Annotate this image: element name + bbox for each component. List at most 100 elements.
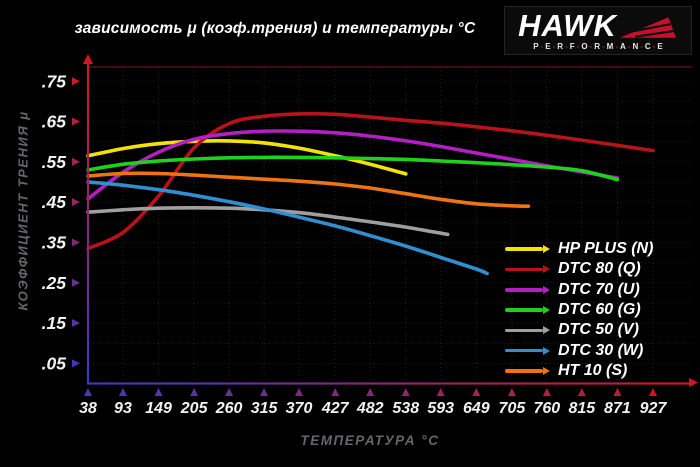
logo-letter: R <box>594 41 600 51</box>
y-tick-arrow-icon <box>72 238 80 247</box>
x-tick-arrow-icon <box>577 388 586 396</box>
x-tick-label: 593 <box>427 400 454 417</box>
logo-letter: E <box>657 41 663 51</box>
x-tick-label: 649 <box>463 400 490 417</box>
x-tick-arrow-icon <box>190 388 199 396</box>
x-tick-label: 538 <box>392 400 419 417</box>
x-tick-arrow-icon <box>613 388 622 396</box>
logo-dash: - <box>602 41 605 51</box>
logo-dash: - <box>640 41 643 51</box>
x-tick-label: 205 <box>180 400 209 417</box>
hawk-logo-top: HAWK <box>518 7 678 43</box>
logo-letter: P <box>533 41 539 51</box>
hawk-logo: HAWK P-E-R-F-O-R-M-A-N-C-E <box>504 6 692 55</box>
curve-dtc-80-q <box>86 111 655 251</box>
legend-swatch <box>505 247 543 251</box>
legend-swatch-arrow-icon <box>543 326 550 335</box>
y-tick-label: .65 <box>42 112 67 132</box>
legend-swatch-arrow-icon <box>543 366 550 375</box>
x-tick-label: 815 <box>568 400 596 417</box>
legend-swatch-arrow-icon <box>543 346 550 355</box>
legend-swatch <box>505 267 543 272</box>
x-tick-label: 427 <box>321 400 350 417</box>
legend-item-dtc-30-w: DTC 30 (W) <box>505 340 653 360</box>
x-tick-arrow-icon <box>295 388 304 396</box>
legend-item-dtc-60-g: DTC 60 (G) <box>505 300 653 320</box>
hawk-logo-subtext: P-E-R-F-O-R-M-A-N-C-E <box>532 41 663 51</box>
x-tick-label: 760 <box>534 400 561 417</box>
y-tick-label: .25 <box>42 273 67 293</box>
x-tick-arrow-icon <box>436 388 445 396</box>
hawk-swoosh-icon <box>619 16 676 38</box>
legend-swatch <box>505 328 543 333</box>
legend-label: DTC 80 (Q) <box>558 260 641 278</box>
legend-label: DTC 60 (G) <box>558 301 641 319</box>
logo-letter: O <box>581 41 588 51</box>
legend-label: DTC 50 (V) <box>558 321 639 339</box>
x-tick-arrow-icon <box>260 388 269 396</box>
y-tick-label: .15 <box>42 313 67 333</box>
y-tick-arrow-icon <box>72 77 80 86</box>
legend-item-hp-plus-n: HP PLUS (N) <box>505 239 653 259</box>
y-tick-arrow-icon <box>72 359 80 368</box>
legend-item-dtc-80-q: DTC 80 (Q) <box>505 259 653 279</box>
logo-dash: - <box>652 41 656 51</box>
y-tick-label: .45 <box>42 192 67 212</box>
legend-swatch <box>505 369 543 373</box>
chart-title: зависимость μ (коэф.трения) и температур… <box>74 20 476 37</box>
logo-dash: - <box>540 41 544 51</box>
x-tick-arrow-icon <box>401 388 410 396</box>
logo-letter: N <box>632 41 639 51</box>
x-tick-label: 927 <box>640 400 668 417</box>
x-tick-label: 370 <box>286 400 313 417</box>
logo-letter: A <box>620 41 626 51</box>
y-tick-arrow-icon <box>72 157 80 166</box>
legend-swatch <box>505 308 543 312</box>
y-tick-label: .05 <box>42 353 67 373</box>
y-axis-arrow-icon <box>83 54 93 64</box>
x-tick-label: 38 <box>79 400 97 417</box>
logo-letter: M <box>606 41 614 51</box>
y-tick-label: .35 <box>42 232 67 252</box>
x-tick-arrow-icon <box>542 388 551 396</box>
x-tick-arrow-icon <box>649 388 657 396</box>
x-tick-label: 260 <box>215 400 243 417</box>
logo-letter: R <box>557 41 564 51</box>
x-tick-arrow-icon <box>225 388 234 396</box>
legend-swatch <box>505 287 543 292</box>
x-tick-label: 149 <box>145 400 172 417</box>
x-tick-arrow-icon <box>366 388 375 396</box>
logo-dash: - <box>576 41 580 51</box>
x-tick-arrow-icon <box>472 388 481 396</box>
x-axis-title: ТЕМПЕРАТУРА °C <box>300 433 440 448</box>
axes <box>83 54 698 387</box>
legend-swatch <box>505 348 543 353</box>
logo-dash: - <box>627 41 631 51</box>
curve-ht-10-s <box>86 171 531 208</box>
hawk-logo-text: HAWK <box>518 7 617 43</box>
logo-letter: C <box>644 41 651 51</box>
x-tick-arrow-icon <box>118 388 127 396</box>
legend-label: DTC 30 (W) <box>558 341 644 359</box>
legend-swatch-arrow-icon <box>543 306 550 315</box>
y-axis-line <box>86 58 90 384</box>
y-tick-arrow-icon <box>72 198 80 207</box>
y-ticks: .05 .15 .25 .35 .45 .55 .65 .75 <box>42 71 80 373</box>
legend-label: HP PLUS (N) <box>558 240 654 258</box>
legend-swatch-arrow-icon <box>543 265 550 274</box>
x-tick-arrow-icon <box>154 388 163 396</box>
logo-dash: - <box>565 41 568 51</box>
legend-item-ht-10-s: HT 10 (S) <box>505 361 653 381</box>
y-tick-arrow-icon <box>72 117 80 126</box>
curve-dtc-50-v <box>86 205 450 237</box>
legend-item-dtc-50-v: DTC 50 (V) <box>505 320 653 340</box>
x-tick-arrow-icon <box>84 388 92 396</box>
logo-dash: - <box>552 41 556 51</box>
logo-dash: - <box>589 41 593 51</box>
x-tick-label: 93 <box>114 400 132 417</box>
curve-dtc-60-g <box>86 155 620 182</box>
y-tick-arrow-icon <box>72 319 80 328</box>
